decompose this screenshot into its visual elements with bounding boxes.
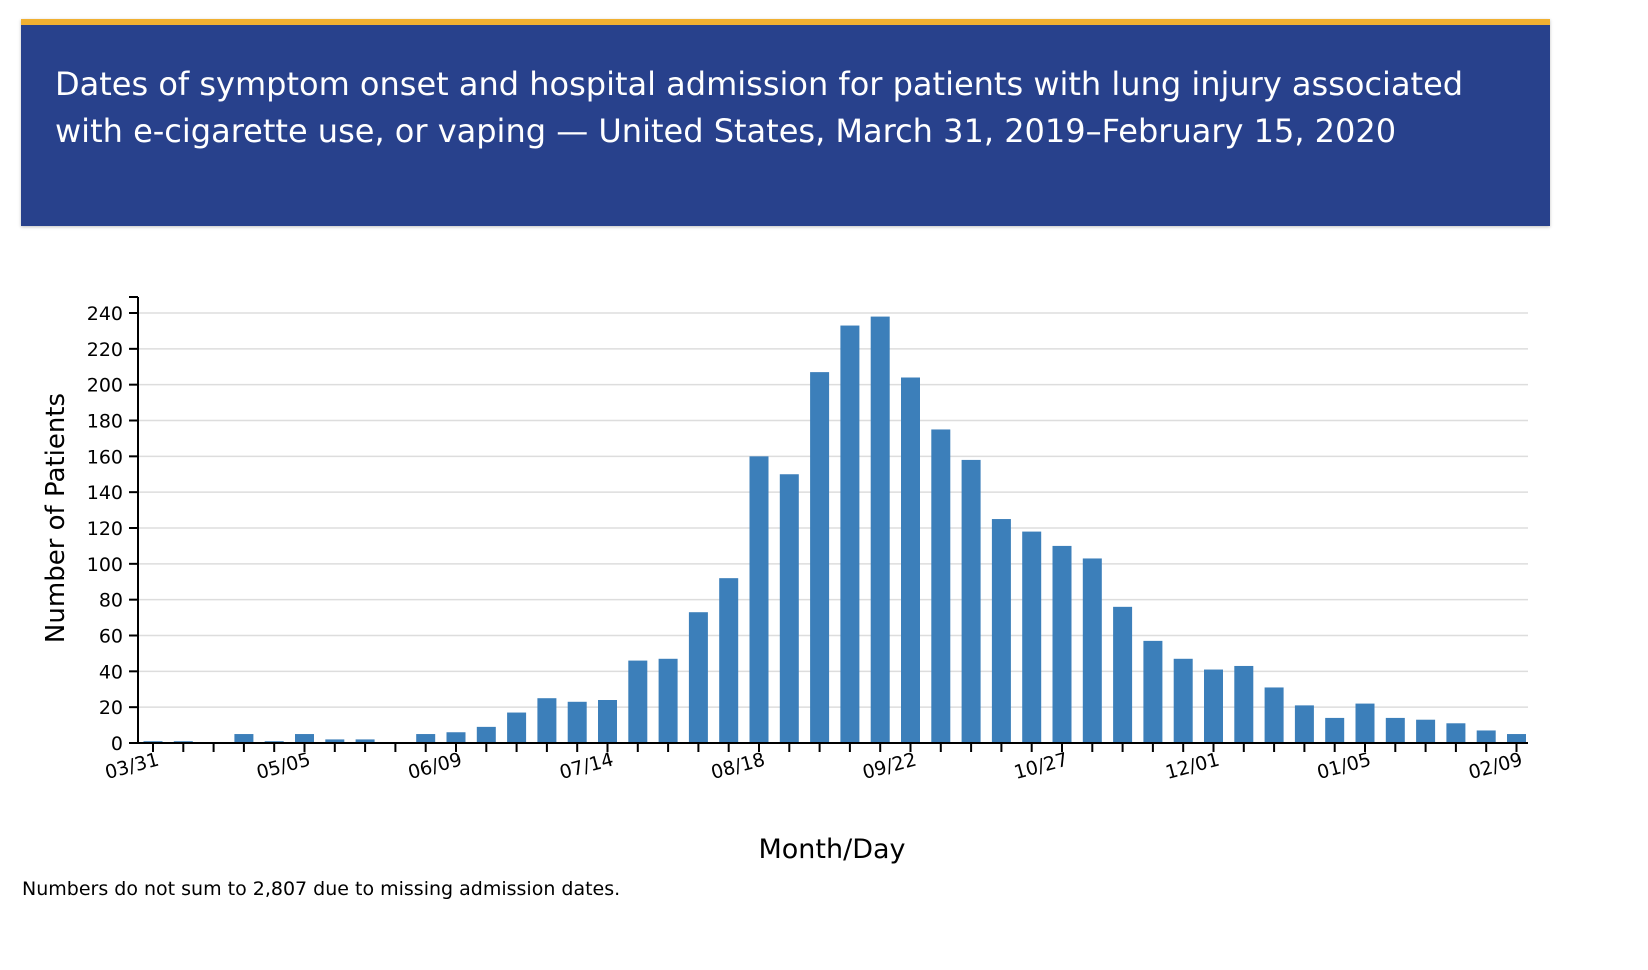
bar (537, 698, 557, 743)
y-tick-label: 240 (87, 303, 123, 325)
bar (355, 739, 375, 743)
x-tick-label: 10/27 (1012, 749, 1071, 784)
bar (1173, 658, 1193, 743)
x-tick-label: 05/05 (254, 749, 313, 784)
gridlines (138, 312, 1528, 708)
bar (476, 726, 496, 743)
bar (991, 519, 1011, 743)
y-tick-label: 80 (99, 590, 123, 612)
bar (325, 739, 345, 743)
bar (1204, 669, 1223, 743)
bar (1446, 723, 1466, 743)
bar (567, 701, 587, 743)
bar (1143, 640, 1163, 743)
x-tick-label: 02/09 (1466, 749, 1525, 784)
bar (1507, 734, 1526, 743)
x-tick-label: 09/22 (860, 749, 919, 784)
chart-header: Dates of symptom onset and hospital admi… (21, 19, 1550, 226)
bar (416, 734, 436, 743)
x-tick-label: 06/09 (406, 749, 465, 784)
y-tick-label: 60 (99, 626, 123, 648)
y-tick-label: 220 (87, 339, 123, 361)
bar (1385, 717, 1405, 743)
bar (1325, 717, 1345, 743)
bar (1022, 531, 1042, 743)
y-tick-label: 140 (87, 482, 123, 504)
chart-title: Dates of symptom onset and hospital admi… (55, 65, 1464, 150)
footnote: Numbers do not sum to 2,807 due to missi… (22, 878, 621, 900)
x-tick-label: 12/01 (1163, 749, 1222, 784)
bar (628, 660, 648, 743)
y-tick-label: 200 (87, 375, 123, 397)
bar (1476, 730, 1496, 743)
bar (961, 459, 981, 743)
y-tick-label: 0 (111, 733, 123, 755)
bar (234, 734, 254, 743)
x-tick-label: 07/14 (557, 749, 616, 784)
bar (810, 372, 830, 743)
x-tick-label: 08/18 (709, 749, 768, 784)
bar (749, 456, 769, 743)
y-tick-label: 120 (87, 518, 123, 540)
bar (1052, 545, 1072, 743)
bar (688, 612, 708, 743)
y-axis-label: Number of Patients (41, 393, 71, 643)
bar (840, 325, 860, 743)
y-tick-label: 20 (99, 697, 123, 719)
bar (295, 734, 314, 743)
bar (779, 474, 799, 743)
bar (719, 578, 739, 743)
bar (1113, 606, 1133, 743)
bar (1234, 665, 1254, 743)
y-tick-label: 40 (99, 661, 123, 683)
bars (143, 316, 1526, 743)
bar (446, 732, 466, 743)
x-tick-label: 01/05 (1315, 749, 1374, 784)
bar (901, 377, 920, 743)
x-axis-label: Month/Day (758, 834, 905, 865)
bar (658, 658, 678, 743)
bar (870, 316, 890, 743)
bar (1355, 703, 1375, 743)
bar (931, 429, 951, 743)
bar (598, 700, 617, 743)
bar (507, 712, 527, 743)
bar (1294, 705, 1314, 743)
y-tick-label: 100 (87, 554, 123, 576)
bar (1264, 687, 1284, 743)
bar (1082, 558, 1102, 743)
bar (1416, 719, 1436, 743)
y-tick-label: 160 (87, 446, 123, 468)
y-tick-label: 180 (87, 411, 123, 433)
